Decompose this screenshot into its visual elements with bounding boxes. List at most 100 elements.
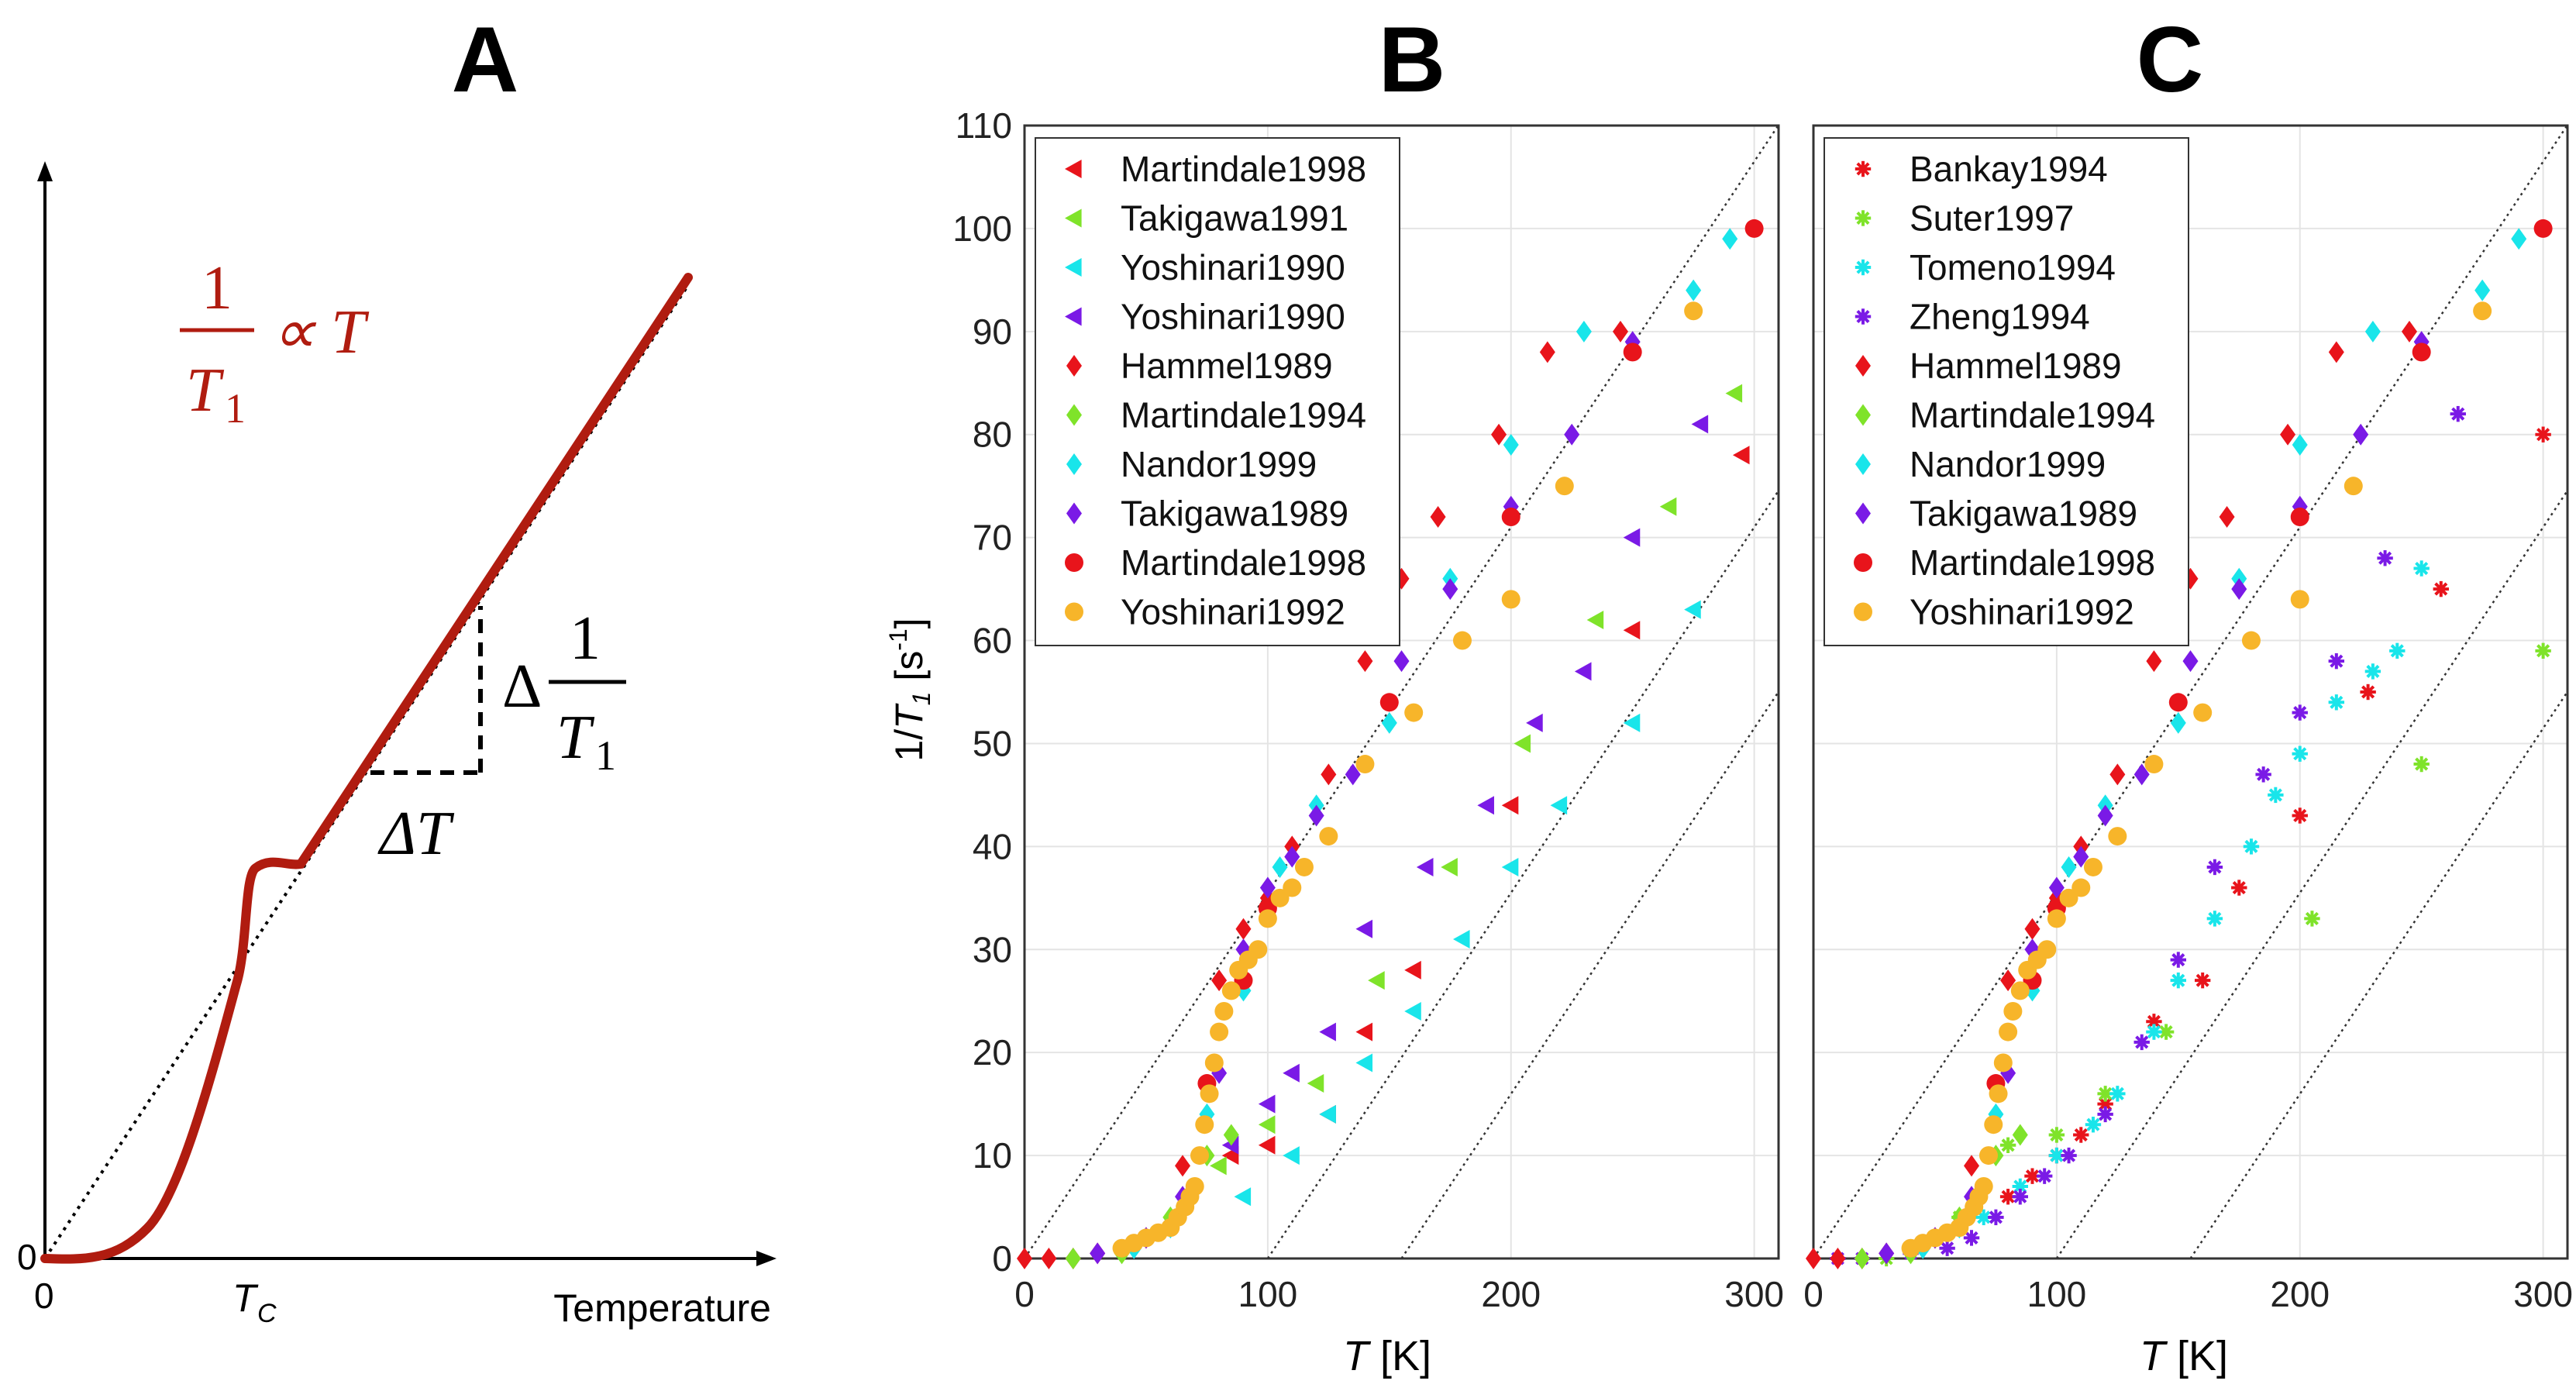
panel-c-point	[1999, 1022, 2018, 1042]
panel-c-point	[2146, 1024, 2162, 1040]
panel-b-point	[1501, 508, 1520, 527]
panel-b-point	[1732, 446, 1750, 465]
panel-c-point	[2474, 279, 2491, 301]
panel-b-point	[1258, 1135, 1276, 1155]
panel-b-point	[1441, 857, 1458, 876]
panel-b-point	[1258, 1115, 1276, 1134]
panel-b-point	[1526, 713, 1543, 732]
panel-c-point	[2158, 1024, 2175, 1040]
panel-c-series-9	[1901, 301, 2492, 1258]
panel-c-point	[2000, 969, 2016, 992]
panel-c-point	[1963, 1230, 1980, 1246]
panel-c-point	[2413, 756, 2430, 773]
panel-c-legend-label: Martindale1998	[1910, 542, 2155, 583]
panel-b-legend-label: Takigawa1989	[1121, 494, 1348, 534]
panel-b-series-9	[1112, 301, 1703, 1258]
panel-c-legend-label: Nandor1999	[1910, 444, 2106, 484]
panel-c-point	[2219, 506, 2235, 529]
panel-b-point	[1355, 1022, 1373, 1042]
panel-b-point	[1744, 219, 1764, 238]
panel-b-y-tick-label: 10	[973, 1135, 1012, 1176]
panel-c-point	[2133, 763, 2150, 786]
panel-a-tc-sub: C	[257, 1299, 277, 1328]
panel-b-point	[1684, 600, 1701, 619]
panel-c-point	[2206, 859, 2223, 876]
panel-c-series-1	[1878, 642, 2551, 1267]
panel-c-point	[1939, 1240, 1955, 1256]
panel-c-point	[2243, 838, 2260, 855]
panel-a-origin-x: 0	[34, 1276, 54, 1316]
panel-b-point	[1175, 1155, 1191, 1177]
panel-c-point	[2511, 228, 2527, 250]
panel-c-point	[2109, 1086, 2126, 1102]
panel-b-point	[1501, 796, 1519, 815]
panel-c-point	[2360, 683, 2376, 701]
panel-c-legend-marker	[1855, 502, 1871, 525]
panel-b-point	[1210, 1022, 1229, 1042]
panel-c-legend-label: Zheng1994	[1910, 297, 2090, 337]
panel-c-point	[2047, 909, 2066, 928]
panel-b-point	[1430, 506, 1446, 529]
panel-b-point	[1659, 497, 1677, 516]
panel-b-point	[1514, 734, 1531, 753]
panel-b-y-tick-label: 110	[956, 105, 1012, 146]
panel-c-legend-marker	[1854, 553, 1872, 572]
panel-b-point	[1308, 804, 1324, 827]
panel-c-point	[2290, 508, 2309, 527]
panel-c-point	[1806, 1248, 1821, 1269]
panel-c-point	[2401, 320, 2417, 343]
panel-b-series-1	[1210, 384, 1743, 1176]
panel-b-point	[1623, 713, 1641, 732]
panel-b-point	[1404, 960, 1421, 980]
panel-a-label: A	[452, 8, 519, 112]
panel-c-legend-label: Tomeno1994	[1910, 247, 2116, 287]
panel-b-legend-marker	[1066, 355, 1082, 377]
panel-c-point	[2535, 642, 2551, 659]
panel-b-point	[1272, 856, 1288, 878]
panel-b-point	[1379, 693, 1399, 712]
panel-c-legend-label: Suter1997	[1910, 198, 2074, 239]
panel-b-point	[1623, 528, 1641, 547]
panel-b-point	[1612, 320, 1628, 343]
panel-b-point	[1684, 301, 1703, 321]
panel-b-y-tick-label: 60	[973, 621, 1012, 661]
panel-c-point	[1978, 1146, 1998, 1165]
panel-a-x-arrow	[756, 1251, 777, 1266]
panel-a-y-arrow	[37, 161, 53, 181]
panel-b-point	[1065, 1248, 1081, 1269]
panel-c-point	[1854, 1248, 1870, 1269]
panel-b-point	[1017, 1248, 1032, 1269]
panel-c-point	[2182, 650, 2199, 673]
panel-b-legend-marker	[1066, 453, 1082, 475]
panel-b-point	[1623, 621, 1641, 640]
panel-c-point	[2292, 807, 2308, 824]
panel-b: B 0 100 200 300 0 10 20 30 40 50 60 70 80 90 100 110 Mar…	[952, 8, 1784, 1314]
panel-c-point	[2241, 631, 2261, 650]
panel-b-legend-marker	[1065, 208, 1082, 228]
panel-b-legend-label: Takigawa1991	[1121, 198, 1348, 239]
panel-b-legend-label: Martindale1998	[1121, 542, 1366, 583]
panel-b-point	[1270, 888, 1290, 907]
panel-b-legend-label: Martindale1998	[1121, 149, 1366, 189]
panel-c-point	[2037, 940, 2057, 959]
panel-c-legend-label: Bankay1994	[1910, 149, 2108, 189]
panel-b-legend-label: Hammel1989	[1121, 346, 1333, 386]
panel-b-point	[1574, 662, 1592, 681]
panel-c-point	[2073, 1127, 2089, 1143]
panel-b-point	[1355, 755, 1375, 774]
panel-c-point	[2048, 876, 2065, 899]
panel-b-point	[1501, 590, 1520, 609]
panel-b-point	[1319, 1104, 1336, 1124]
panel-c-frame	[1812, 124, 2569, 1260]
panel-b-y-tick-label: 40	[973, 826, 1012, 866]
panel-c-x-tick-label: 200	[2270, 1274, 2330, 1314]
panel-c-point	[1999, 1137, 2016, 1153]
panel-b-point	[1355, 1053, 1373, 1073]
panel-b-legend-marker	[1065, 258, 1082, 277]
panel-a-delta-den: T	[556, 704, 595, 772]
panel-b-point	[1200, 1084, 1219, 1104]
panel-c-point	[2328, 652, 2345, 670]
panel-b-legend-label: Yoshinari1990	[1121, 297, 1345, 337]
panel-b-point	[1623, 343, 1642, 362]
